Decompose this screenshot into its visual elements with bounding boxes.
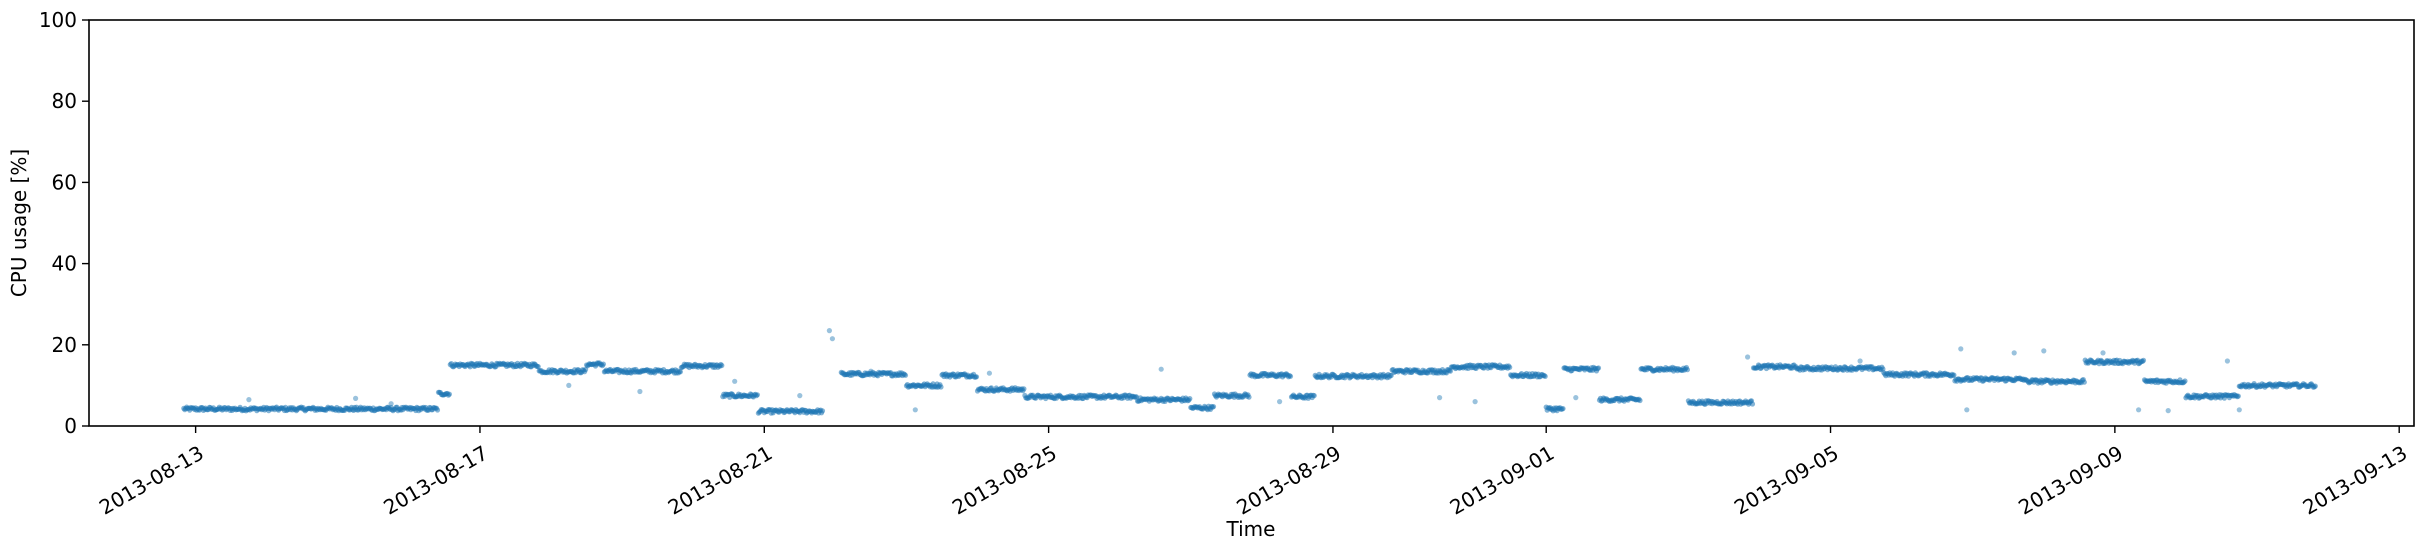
x-tick-label: 2013-09-09	[2014, 441, 2127, 520]
x-axis-label: Time	[1226, 517, 1276, 541]
data-point	[1542, 373, 1548, 379]
data-point	[1133, 394, 1140, 400]
x-tick-label: 2013-08-29	[1232, 441, 1345, 520]
outlier-point	[353, 395, 359, 401]
outlier-point	[246, 397, 252, 403]
data-point	[1287, 373, 1294, 379]
outlier-point	[2041, 348, 2047, 354]
x-tick-label: 2013-08-25	[948, 441, 1061, 520]
data-point	[719, 362, 725, 369]
outlier-point	[829, 336, 836, 342]
x-tick-label: 2013-09-13	[2299, 441, 2412, 520]
x-tick-label: 2013-08-17	[379, 441, 492, 520]
y-tick-label: 60	[52, 170, 77, 194]
y-tick-label: 0	[64, 414, 77, 438]
data-point	[2081, 379, 2087, 385]
outlier-point	[986, 370, 993, 376]
y-tick-label: 40	[52, 252, 77, 276]
outlier-point	[1437, 395, 1443, 401]
data-point	[2182, 378, 2188, 384]
outlier-point	[2224, 358, 2230, 364]
outlier-point	[566, 382, 572, 388]
x-tick-label: 2013-08-21	[664, 441, 777, 520]
outlier-point	[797, 393, 803, 399]
data-point	[1507, 364, 1513, 370]
outlier-point	[826, 328, 833, 334]
plot-frame	[88, 19, 2415, 427]
x-tick-label: 2013-09-01	[1446, 441, 1559, 520]
data-point	[1210, 404, 1217, 410]
data-point	[902, 372, 909, 378]
data-points	[181, 328, 2318, 416]
data-point	[819, 408, 826, 414]
data-point	[754, 392, 761, 398]
data-point	[1560, 406, 1566, 412]
x-tick-label: 2013-08-13	[95, 441, 208, 520]
outlier-point	[2136, 407, 2142, 413]
y-axis-ticks: 0 20 40 60 80 100	[39, 8, 89, 438]
data-point	[434, 407, 441, 413]
outlier-point	[2100, 350, 2106, 356]
y-tick-label: 20	[52, 333, 77, 357]
y-tick-label: 100	[39, 8, 77, 32]
x-tick-label: 2013-09-05	[1730, 441, 1843, 520]
data-point	[1187, 396, 1193, 402]
outlier-point	[388, 401, 394, 407]
data-point	[1595, 365, 1602, 371]
data-point	[446, 391, 452, 397]
y-tick-label: 80	[52, 89, 77, 113]
data-point	[535, 364, 541, 370]
outlier-point	[1573, 395, 1579, 401]
data-point	[1447, 368, 1453, 374]
outlier-point	[2165, 408, 2171, 414]
outlier-point	[912, 407, 918, 413]
outlier-point	[1158, 366, 1164, 372]
outlier-point	[732, 378, 738, 384]
data-point	[2235, 393, 2241, 399]
data-point	[677, 369, 684, 375]
data-point	[2140, 357, 2147, 363]
data-point	[938, 384, 944, 390]
data-point	[1637, 397, 1643, 404]
outlier-point	[2236, 407, 2242, 413]
outlier-point	[1964, 407, 1970, 413]
data-point	[1951, 372, 1957, 378]
data-point	[600, 361, 607, 367]
outlier-point	[1277, 399, 1283, 405]
outlier-point	[637, 388, 643, 395]
data-point	[1021, 386, 1027, 392]
outlier-point	[1745, 354, 1751, 360]
data-point	[1684, 367, 1690, 373]
outlier-point	[1958, 346, 1964, 352]
data-point	[1246, 394, 1252, 400]
data-point	[1311, 393, 1317, 399]
data-point	[2312, 383, 2318, 389]
outlier-point	[2011, 350, 2017, 356]
outlier-point	[1472, 399, 1478, 405]
x-axis-ticks: 2013-08-13 2013-08-17 2013-08-21 2013-08-25…	[95, 426, 2411, 520]
data-point	[1749, 401, 1756, 407]
y-axis-label: CPU usage [%]	[7, 149, 31, 297]
data-point	[973, 374, 980, 380]
outlier-point	[868, 368, 874, 374]
outlier-point	[1857, 358, 1863, 364]
